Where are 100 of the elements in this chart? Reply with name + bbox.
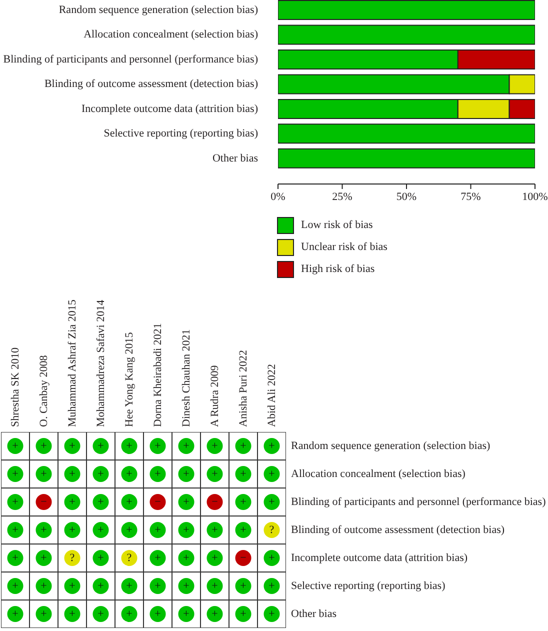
legend-label: Unclear risk of bias xyxy=(301,241,388,253)
y-tick-label: Other bias xyxy=(291,608,337,620)
text: + xyxy=(98,468,104,480)
text: + xyxy=(183,524,190,536)
bar xyxy=(278,124,535,144)
text: + xyxy=(98,524,104,536)
text: ? xyxy=(269,524,274,536)
x-tick-label: O. Canbay 2008 xyxy=(38,354,50,427)
x-tick-label: Mohammadreza Safavi 2014 xyxy=(94,299,107,427)
text: + xyxy=(126,608,132,620)
x-tick-label: 100% xyxy=(522,190,548,203)
text: + xyxy=(12,524,18,536)
y-tick-label: Allocation concealment (selection bias) xyxy=(84,28,258,41)
text: + xyxy=(240,608,246,620)
text: + xyxy=(69,580,76,592)
text: + xyxy=(212,524,218,536)
y-tick-label: Blinding of outcome assessment (detection bias) xyxy=(291,524,505,536)
text: + xyxy=(40,552,47,564)
text: + xyxy=(98,608,104,620)
x-tick-label: Abid Ali 2022 xyxy=(266,364,278,427)
text: + xyxy=(12,552,18,564)
text: ? xyxy=(70,552,75,564)
text: + xyxy=(126,496,132,508)
text: + xyxy=(268,608,275,620)
y-tick-label: Incomplete outcome data (attrition bias) xyxy=(81,102,258,115)
text: + xyxy=(69,496,76,508)
x-tick-label: Dinesh Chauhan 2021 xyxy=(180,329,192,427)
text: + xyxy=(98,580,104,592)
text: + xyxy=(126,580,132,592)
text: + xyxy=(40,608,47,620)
x-tick-label: 75% xyxy=(460,190,481,203)
text: + xyxy=(240,440,246,452)
y-tick-label: Random sequence generation (selection bias) xyxy=(58,4,258,16)
text: + xyxy=(268,440,275,452)
text: + xyxy=(268,552,275,564)
text: − xyxy=(40,496,47,508)
text: + xyxy=(212,468,218,480)
text: + xyxy=(240,524,246,536)
text: + xyxy=(69,608,76,620)
text: − xyxy=(212,496,218,508)
text: + xyxy=(12,496,18,508)
bar xyxy=(278,24,535,45)
x-tick-label: Hee Yong Kang 2015 xyxy=(123,332,136,427)
text: + xyxy=(126,524,132,536)
text: + xyxy=(212,440,218,452)
y-tick-label: Selective reporting (reporting bias) xyxy=(104,128,258,140)
y-tick-label: Selective reporting (reporting bias) xyxy=(291,580,446,592)
text: + xyxy=(268,580,275,592)
text: + xyxy=(12,580,18,592)
text: + xyxy=(12,468,18,480)
text: + xyxy=(40,440,47,452)
text: + xyxy=(126,468,132,480)
text: + xyxy=(154,468,161,480)
text: + xyxy=(154,552,161,564)
text: + xyxy=(183,580,190,592)
bar xyxy=(278,148,535,168)
text: + xyxy=(40,524,47,536)
text: + xyxy=(183,608,190,620)
text: + xyxy=(69,468,76,480)
text: + xyxy=(98,440,104,452)
text: − xyxy=(240,552,246,564)
x-tick-label: Muhammad Ashraf Zia 2015 xyxy=(66,299,78,427)
text: + xyxy=(40,468,47,480)
text: + xyxy=(98,552,104,564)
text: + xyxy=(183,552,190,564)
text: + xyxy=(212,608,218,620)
text: + xyxy=(183,440,190,452)
text: + xyxy=(154,440,161,452)
bar xyxy=(278,0,535,20)
text: + xyxy=(69,440,76,452)
x-tick-label: Anisha Puri 2022 xyxy=(237,350,250,427)
text: + xyxy=(183,468,190,480)
text: + xyxy=(240,580,246,592)
legend-label: High risk of bias xyxy=(301,263,375,275)
legend-label: Low risk of bias xyxy=(301,219,373,231)
y-tick-label: Allocation concealment (selection bias) xyxy=(291,468,466,480)
x-tick-label: 0% xyxy=(270,190,286,203)
text: − xyxy=(154,496,161,508)
text: + xyxy=(212,580,218,592)
text: + xyxy=(69,524,76,536)
text: + xyxy=(268,496,275,508)
text: + xyxy=(183,496,190,508)
text: + xyxy=(240,468,246,480)
text: + xyxy=(98,496,104,508)
y-tick-label: Incomplete outcome data (attrition bias) xyxy=(291,552,468,564)
x-tick-label: A Rudra 2009 xyxy=(208,364,221,427)
x-tick-label: Dorna Kheirabadi 2021 xyxy=(152,323,164,427)
y-tick-label: Random sequence generation (selection bias) xyxy=(291,440,490,452)
text: + xyxy=(12,440,18,452)
y-tick-label: Blinding of participants and personnel (performance bias) xyxy=(291,496,546,508)
text: + xyxy=(154,524,161,536)
text: + xyxy=(212,552,218,564)
text: + xyxy=(268,468,275,480)
text: + xyxy=(126,440,132,452)
y-tick-label: Other bias xyxy=(212,152,258,164)
x-tick-label: 50% xyxy=(396,190,417,203)
y-tick-label: Blinding of outcome assessment (detection bias) xyxy=(44,78,258,90)
y-tick-label: Blinding of participants and personnel (performance bias) xyxy=(3,53,258,66)
text: + xyxy=(154,608,161,620)
text: ? xyxy=(126,552,132,564)
